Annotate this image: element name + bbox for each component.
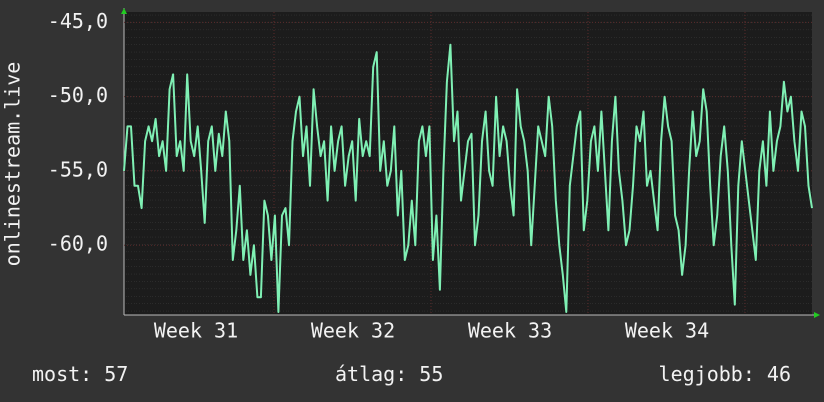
x-tick-label: Week 33 [468,319,552,343]
x-tick-label: Week 32 [311,319,395,343]
footer-value: 57 [104,362,128,386]
minor-grid [124,12,812,315]
week-separators [273,12,746,315]
y-axis-label: onlinestream.live [1,62,25,267]
x-arrow [814,312,820,318]
footer-stat: legjobb: 46 [659,362,791,386]
y-tick-label: -50,0 [48,83,108,107]
y-tick-label: -60,0 [48,232,108,256]
footer-stat: átlag: 55 [335,362,443,386]
x-tick-label: Week 31 [154,319,238,343]
x-tick-label: Week 34 [625,319,709,343]
y-tick-label: -45,0 [48,9,108,33]
footer-label: legjobb: [659,362,755,386]
y-tick-label: -55,0 [48,157,108,181]
series-line [123,43,813,313]
footer-stat: most: 57 [32,362,128,386]
y-arrow [121,8,127,14]
footer-label: átlag: [335,362,407,386]
footer-label: most: [32,362,92,386]
footer-value: 46 [767,362,791,386]
footer-value: 55 [419,362,443,386]
